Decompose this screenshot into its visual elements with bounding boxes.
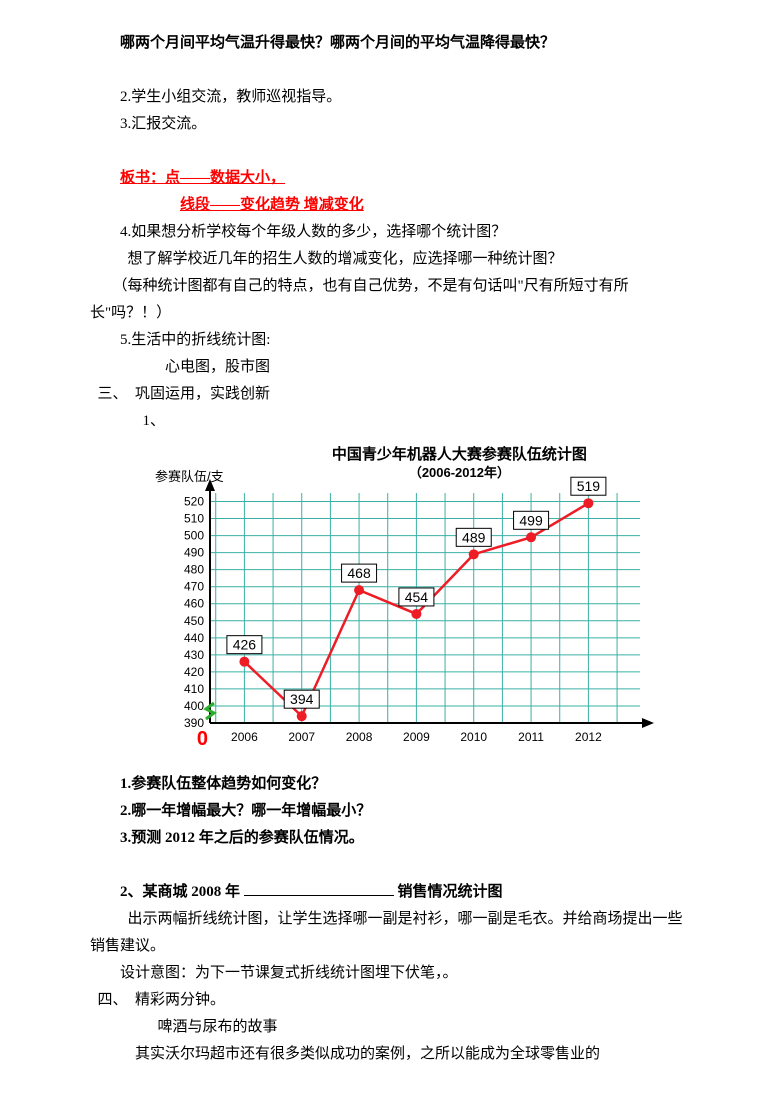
sec3-label: 三、	[90, 386, 120, 402]
question-3: 3.预测 2012 年之后的参赛队伍情况。	[90, 825, 690, 852]
question-months: 哪两个月间平均气温升得最快？哪两个月间的平均气温降得最快？	[90, 30, 690, 57]
svg-text:2007: 2007	[288, 730, 315, 744]
store-text: 出示两幅折线统计图，让学生选择哪一副是衬衫，哪一副是毛衣。并给商场提出一些销售建…	[90, 906, 690, 960]
store-prefix: 2、某商城 2008 年	[120, 884, 240, 900]
svg-text:2010: 2010	[460, 730, 487, 744]
svg-text:中国青少年机器人大赛参赛队伍统计图: 中国青少年机器人大赛参赛队伍统计图	[332, 445, 587, 463]
svg-text:430: 430	[184, 648, 204, 662]
svg-text:（2006-2012年）: （2006-2012年）	[409, 465, 510, 480]
section-4: 四、 精彩两分钟。	[90, 987, 690, 1014]
beer-story: 啤酒与尿布的故事	[90, 1014, 690, 1041]
svg-text:400: 400	[184, 699, 204, 713]
svg-text:500: 500	[184, 529, 204, 543]
svg-text:参赛队伍/支: 参赛队伍/支	[155, 469, 224, 484]
design-intent: 设计意图：为下一节课复式折线统计图埋下伏笔，。	[90, 960, 690, 987]
svg-text:2009: 2009	[403, 730, 430, 744]
svg-text:468: 468	[347, 565, 371, 581]
svg-text:499: 499	[519, 512, 543, 528]
svg-text:2008: 2008	[346, 730, 373, 744]
board-line-2: 线段——变化趋势 增减变化	[90, 192, 690, 219]
board-line-1: 板书：点——数据大小，	[90, 165, 690, 192]
step-4: 4.如果想分析学校每个年级人数的多少，选择哪个统计图？	[90, 219, 690, 246]
svg-text:410: 410	[184, 682, 204, 696]
svg-text:454: 454	[405, 589, 429, 605]
sec3-title: 巩固运用，实践创新	[135, 386, 270, 402]
question-2: 2.哪一年增幅最大？哪一年增幅最小？	[90, 798, 690, 825]
step-4b: 想了解学校近几年的招生人数的增减变化，应选择哪一种统计图？	[90, 246, 690, 273]
blank-underline	[244, 895, 394, 896]
svg-text:489: 489	[462, 529, 486, 545]
svg-text:2012: 2012	[575, 730, 602, 744]
step-4c: （每种统计图都有自己的特点，也有自己优势，不是有句话叫"尺有所短寸有所长"吗？！…	[90, 273, 690, 327]
svg-text:420: 420	[184, 665, 204, 679]
store-suffix: 销售情况统计图	[398, 884, 503, 900]
board-segment: 线段——变化趋势 增减变化	[180, 197, 364, 213]
board-prefix: 板书：	[120, 170, 165, 186]
svg-text:520: 520	[184, 495, 204, 509]
svg-text:440: 440	[184, 631, 204, 645]
step-2: 2.学生小组交流，教师巡视指导。	[90, 84, 690, 111]
svg-text:460: 460	[184, 597, 204, 611]
board-point: 点——数据大小，	[165, 170, 285, 186]
line-chart: 参赛队伍/支中国青少年机器人大赛参赛队伍统计图（2006-2012年）39040…	[150, 443, 700, 753]
svg-text:480: 480	[184, 563, 204, 577]
step-5b: 心电图，股市图	[90, 354, 690, 381]
sec4-title: 精彩两分钟。	[135, 992, 225, 1008]
step-5: 5.生活中的折线统计图:	[90, 327, 690, 354]
svg-text:490: 490	[184, 546, 204, 560]
store-heading: 2、某商城 2008 年 销售情况统计图	[90, 879, 690, 906]
svg-text:2011: 2011	[518, 730, 544, 744]
question-1: 1.参赛队伍整体趋势如何变化？	[90, 771, 690, 798]
svg-text:510: 510	[184, 512, 204, 526]
chart-container: 参赛队伍/支中国青少年机器人大赛参赛队伍统计图（2006-2012年）39040…	[150, 443, 690, 763]
svg-text:2006: 2006	[231, 730, 258, 744]
svg-text:450: 450	[184, 614, 204, 628]
sec4-label: 四、	[90, 992, 120, 1008]
walmart-text: 其实沃尔玛超市还有很多类似成功的案例，之所以能成为全球零售业的	[90, 1041, 690, 1068]
step-3: 3.汇报交流。	[90, 111, 690, 138]
svg-text:519: 519	[577, 478, 601, 494]
svg-text:426: 426	[233, 637, 257, 653]
svg-text:394: 394	[290, 691, 314, 707]
section-3: 三、 巩固运用，实践创新	[90, 381, 690, 408]
svg-text:0: 0	[197, 728, 208, 750]
svg-text:470: 470	[184, 580, 204, 594]
sec3-item-1: 1、	[90, 408, 690, 435]
